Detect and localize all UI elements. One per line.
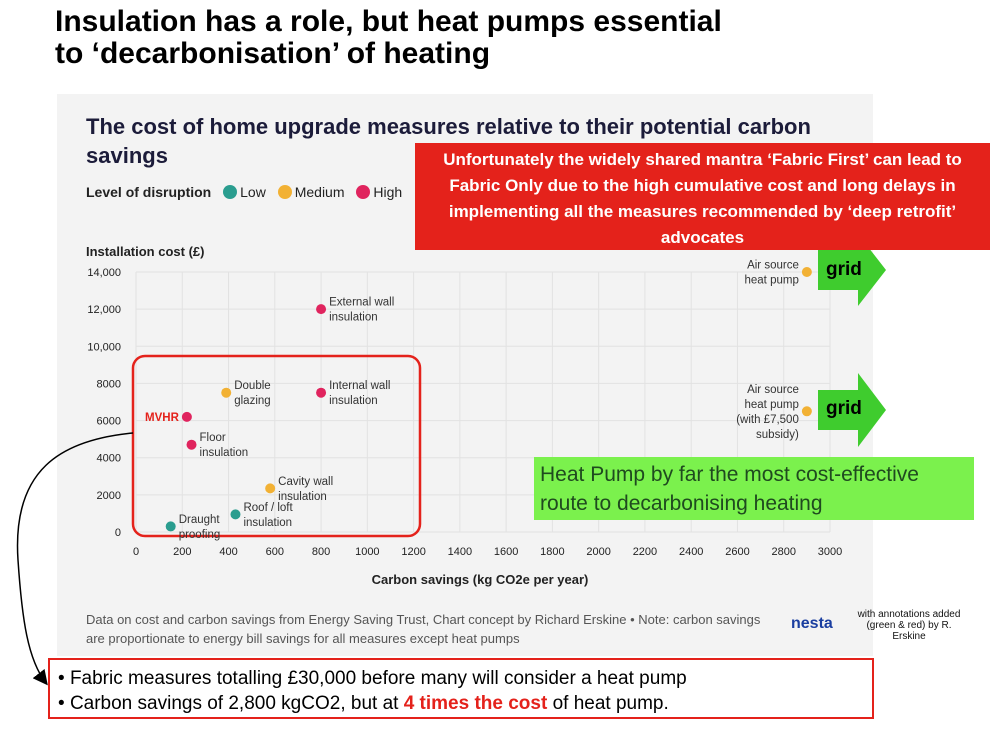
legend-high-swatch — [356, 185, 371, 199]
point-roof-loft-insulation — [230, 509, 241, 520]
legend: Level of disruption Low Medium High — [86, 184, 408, 200]
point-mvhr — [181, 411, 192, 422]
heat-pump-callout: Heat Pump by far the most cost-effective… — [534, 457, 974, 520]
point-label-cavity-wall-insulation: insulation — [278, 491, 327, 503]
y-tick-label: 4000 — [97, 453, 121, 465]
point-label-roof-loft-insulation: Roof / loft — [243, 502, 293, 514]
summary-bullets: • Fabric measures totalling £30,000 befo… — [48, 658, 874, 719]
y-tick-label: 12,000 — [87, 304, 121, 316]
point-label-floor-insulation: insulation — [200, 447, 249, 459]
bullet-2-text-after: of heat pump. — [547, 693, 669, 714]
legend-high-label: High — [373, 184, 403, 200]
point-internal-wall-insulation — [316, 387, 327, 398]
bullet-2-highlight: 4 times the cost — [403, 693, 548, 714]
point-label-draught-proofing: Draught — [179, 514, 221, 526]
point-draught-proofing — [165, 521, 176, 532]
point-label-floor-insulation: Floor — [200, 432, 226, 444]
point-label-internal-wall-insulation: insulation — [329, 395, 378, 407]
slide-title-line-2: to ‘decarbonisation’ of heating — [55, 37, 491, 70]
annotation-credit: with annotations added (green & red) by … — [857, 609, 961, 642]
bullet-item-2: • Carbon savings of 2,800 kgCO2, but at … — [58, 693, 669, 714]
x-tick-label: 2600 — [725, 546, 749, 558]
bullet-2-text-before: Carbon savings of 2,800 kgCO2, but at — [69, 693, 404, 714]
x-tick-label: 200 — [173, 546, 191, 558]
point-external-wall-insulation — [316, 304, 327, 315]
point-label-double-glazing: glazing — [234, 395, 270, 407]
fabric-to-bullets-arrow — [16, 432, 134, 686]
legend-medium-swatch — [277, 185, 292, 199]
legend-medium-label: Medium — [294, 184, 345, 200]
grid-arrow-top — [818, 234, 886, 306]
y-tick-label: 10,000 — [87, 341, 121, 353]
x-tick-label: 800 — [312, 546, 330, 558]
x-tick-label: 1800 — [540, 546, 564, 558]
point-label-roof-loft-insulation: insulation — [243, 517, 292, 529]
x-tick-label: 0 — [133, 546, 139, 558]
y-tick-label: 8000 — [97, 378, 121, 390]
x-tick-label: 2400 — [679, 546, 703, 558]
x-tick-label: 2000 — [586, 546, 610, 558]
point-label-draught-proofing: proofing — [179, 529, 221, 541]
x-tick-label: 1000 — [355, 546, 379, 558]
x-tick-label: 600 — [266, 546, 284, 558]
point-label-air-source-heat-pump-with-7-500-subsidy: Air source — [747, 384, 799, 396]
point-label-external-wall-insulation: insulation — [329, 312, 378, 324]
x-tick-label: 1200 — [401, 546, 425, 558]
y-axis-label: Installation cost (£) — [86, 244, 205, 259]
slide-title-line-1: Insulation has a role, but heat pumps es… — [55, 5, 722, 38]
x-tick-label: 1600 — [494, 546, 518, 558]
point-label-mvhr: MVHR — [145, 412, 180, 424]
nesta-logo: nesta — [791, 615, 833, 632]
point-label-air-source-heat-pump-with-7-500-subsidy: subsidy) — [756, 429, 799, 441]
chart-title: The cost of home upgrade measures relati… — [86, 114, 811, 168]
fabric-first-callout: Unfortunately the widely shared mantra ‘… — [415, 143, 990, 250]
y-tick-label: 0 — [115, 527, 121, 539]
grid-arrow-top-label: grid — [826, 259, 862, 280]
y-tick-label: 14,000 — [87, 267, 121, 279]
grid-arrow-bottom — [818, 373, 886, 447]
data-points — [165, 267, 812, 532]
point-label-air-source-heat-pump-with-7-500-subsidy: (with £7,500 — [736, 414, 799, 426]
fabric-measures-box — [131, 354, 422, 538]
point-label-double-glazing: Double — [234, 380, 270, 392]
point-label-cavity-wall-insulation: Cavity wall — [278, 476, 333, 488]
x-tick-label: 2200 — [633, 546, 657, 558]
point-cavity-wall-insulation — [265, 483, 276, 494]
axis-ticks: 0 200 400 600 800 1000 1200 1400 1600 1800 2000 220… — [87, 267, 842, 558]
bullet-item-1: • Fabric measures totalling £30,000 befo… — [58, 668, 687, 689]
point-label-air-source-heat-pump-with-7-500-subsidy: heat pump — [745, 399, 799, 411]
x-tick-label: 2800 — [771, 546, 795, 558]
point-double-glazing — [221, 387, 232, 398]
point-label-internal-wall-insulation: Internal wall — [329, 380, 390, 392]
y-tick-label: 2000 — [97, 490, 121, 502]
x-axis-label: Carbon savings (kg CO2e per year) — [372, 572, 589, 587]
point-air-source-heat-pump — [801, 267, 812, 277]
x-tick-label: 3000 — [818, 546, 842, 558]
point-label-air-source-heat-pump: heat pump — [745, 275, 799, 287]
y-tick-label: 6000 — [97, 416, 121, 428]
legend-low-swatch — [223, 185, 238, 199]
source-note: Data on cost and carbon savings from Ene… — [86, 612, 761, 646]
point-label-external-wall-insulation: External wall — [329, 297, 394, 309]
slide-title: Insulation has a role, but heat pumps es… — [55, 6, 955, 70]
legend-title: Level of disruption — [86, 184, 212, 200]
legend-low-label: Low — [240, 184, 266, 200]
point-air-source-heat-pump-with-7-500-subsidy — [801, 406, 812, 417]
point-floor-insulation — [186, 439, 197, 450]
point-label-air-source-heat-pump: Air source — [747, 260, 799, 272]
x-tick-label: 400 — [219, 546, 237, 558]
x-tick-label: 1400 — [448, 546, 472, 558]
gridlines — [135, 271, 831, 533]
grid-arrow-bottom-label: grid — [826, 398, 862, 419]
bullet-1-text: Fabric measures totalling £30,000 before… — [69, 668, 687, 689]
